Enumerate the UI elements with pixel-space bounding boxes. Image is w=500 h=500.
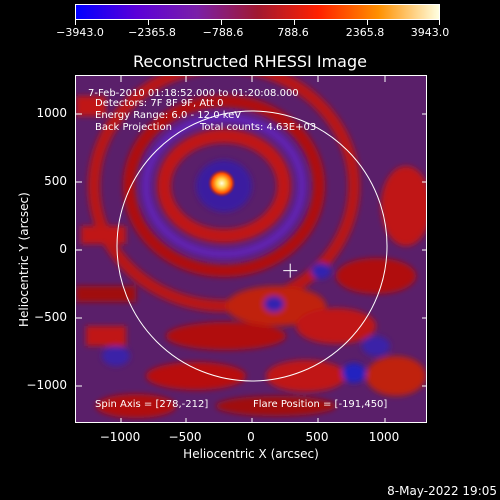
time-range-label: 7-Feb-2010 01:18:52.000 to 01:20:08.000	[88, 88, 299, 99]
timestamp: 8-May-2022 19:05	[387, 484, 497, 498]
x-tick-label: −500	[168, 430, 202, 444]
x-axis-label: Heliocentric X (arcsec)	[183, 447, 319, 461]
y-tick-label: 0	[59, 242, 67, 256]
x-tick-label: 500	[305, 430, 329, 444]
colorbar-label: 788.6	[277, 26, 309, 39]
detectors-label: Detectors: 7F 8F 9F, Att 0	[95, 98, 224, 109]
flare-position-label: Flare Position = [-191,450]	[253, 399, 388, 410]
plot-area: 7-Feb-2010 01:18:52.000 to 01:20:08.000 …	[75, 75, 427, 423]
y-tick-label: −500	[34, 310, 67, 324]
x-tick-label: 0	[247, 430, 255, 444]
y-axis-label: Heliocentric Y (arcsec)	[17, 192, 31, 327]
method-label: Back Projection	[95, 122, 172, 133]
plot-title: Reconstructed RHESSI Image	[133, 52, 367, 71]
x-tick-label: −1000	[99, 430, 141, 444]
x-tick-label: 1000	[368, 430, 400, 444]
colorbar-tick	[294, 20, 295, 25]
total-counts-label: Total counts: 4.63E+03	[200, 122, 317, 133]
colorbar-tick	[221, 20, 222, 25]
y-tick-label: 1000	[36, 106, 67, 120]
solar-limb-circle	[116, 110, 388, 382]
colorbar-label: −2365.8	[128, 26, 176, 39]
y-tick-label: 500	[44, 174, 67, 188]
colorbar-tick	[439, 20, 440, 25]
emission-pattern	[76, 76, 426, 418]
y-tick-label: −1000	[26, 378, 67, 392]
bright-source	[207, 169, 236, 198]
cross-marker	[283, 263, 298, 278]
energy-range-label: Energy Range: 6.0 - 12.0 keV	[95, 110, 242, 121]
colorbar-tick	[148, 20, 149, 25]
colorbar-tick	[75, 20, 76, 25]
colorbar-tick	[367, 20, 368, 25]
colorbar	[75, 4, 440, 20]
colorbar-label: 3943.0	[410, 26, 450, 39]
colorbar-label: −788.6	[202, 26, 244, 39]
axis-ticks	[76, 76, 426, 422]
colorbar-label: −3943.0	[56, 26, 104, 39]
colorbar-label: 2365.8	[345, 26, 385, 39]
solar-image	[76, 76, 426, 422]
spin-axis-label: Spin Axis = [278,-212]	[95, 399, 209, 410]
